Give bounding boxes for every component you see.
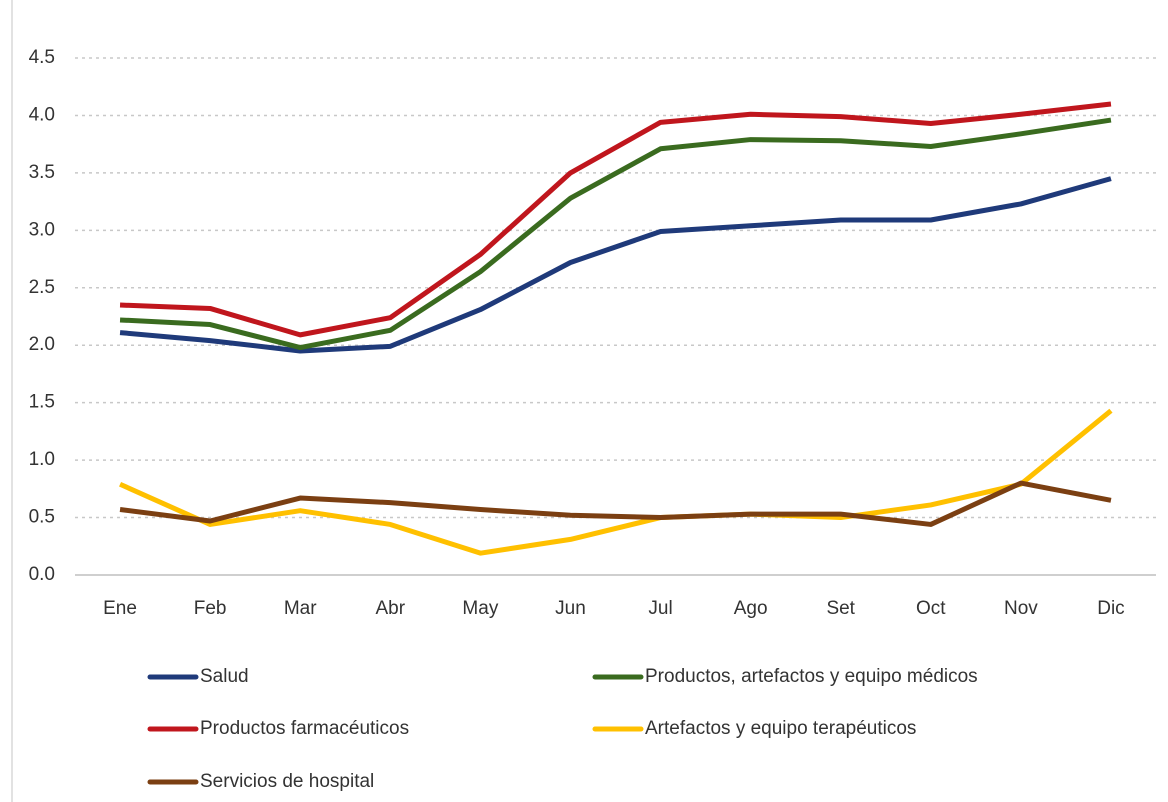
legend-label: Salud <box>200 666 249 687</box>
series-line <box>119 117 1112 351</box>
legend-label: Servicios de hospital <box>200 771 374 792</box>
legend-label: Productos, artefactos y equipo médicos <box>645 666 978 687</box>
y-tick-label: 4.5 <box>29 47 55 68</box>
y-tick-label: 0.5 <box>29 507 55 528</box>
x-tick-label: Oct <box>916 598 946 619</box>
y-tick-label: 2.0 <box>29 334 55 355</box>
y-tick-label: 3.5 <box>29 162 55 183</box>
x-tick-label: May <box>462 598 498 619</box>
series-line <box>119 408 1113 556</box>
x-tick-label: Feb <box>194 598 227 619</box>
legend-label: Artefactos y equipo terapéuticos <box>645 718 916 739</box>
x-tick-label: Ago <box>734 598 768 619</box>
x-tick-label: Jul <box>648 598 672 619</box>
x-tick-label: Mar <box>284 598 317 619</box>
x-tick-label: Dic <box>1097 598 1124 619</box>
legend-label: Productos farmacéuticos <box>200 718 409 739</box>
y-tick-label: 1.0 <box>29 449 55 470</box>
x-tick-label: Ene <box>103 598 137 619</box>
y-tick-label: 1.5 <box>29 392 55 413</box>
x-tick-label: Abr <box>376 598 406 619</box>
x-tick-label: Nov <box>1004 598 1038 619</box>
x-tick-label: Jun <box>555 598 586 619</box>
y-tick-label: 0.0 <box>29 564 55 585</box>
series-line <box>119 176 1112 354</box>
series-line <box>119 480 1112 527</box>
x-tick-label: Set <box>826 598 855 619</box>
y-tick-label: 3.0 <box>29 219 55 240</box>
series-line <box>119 101 1112 338</box>
y-tick-label: 2.5 <box>29 277 55 298</box>
y-tick-label: 4.0 <box>29 104 55 125</box>
